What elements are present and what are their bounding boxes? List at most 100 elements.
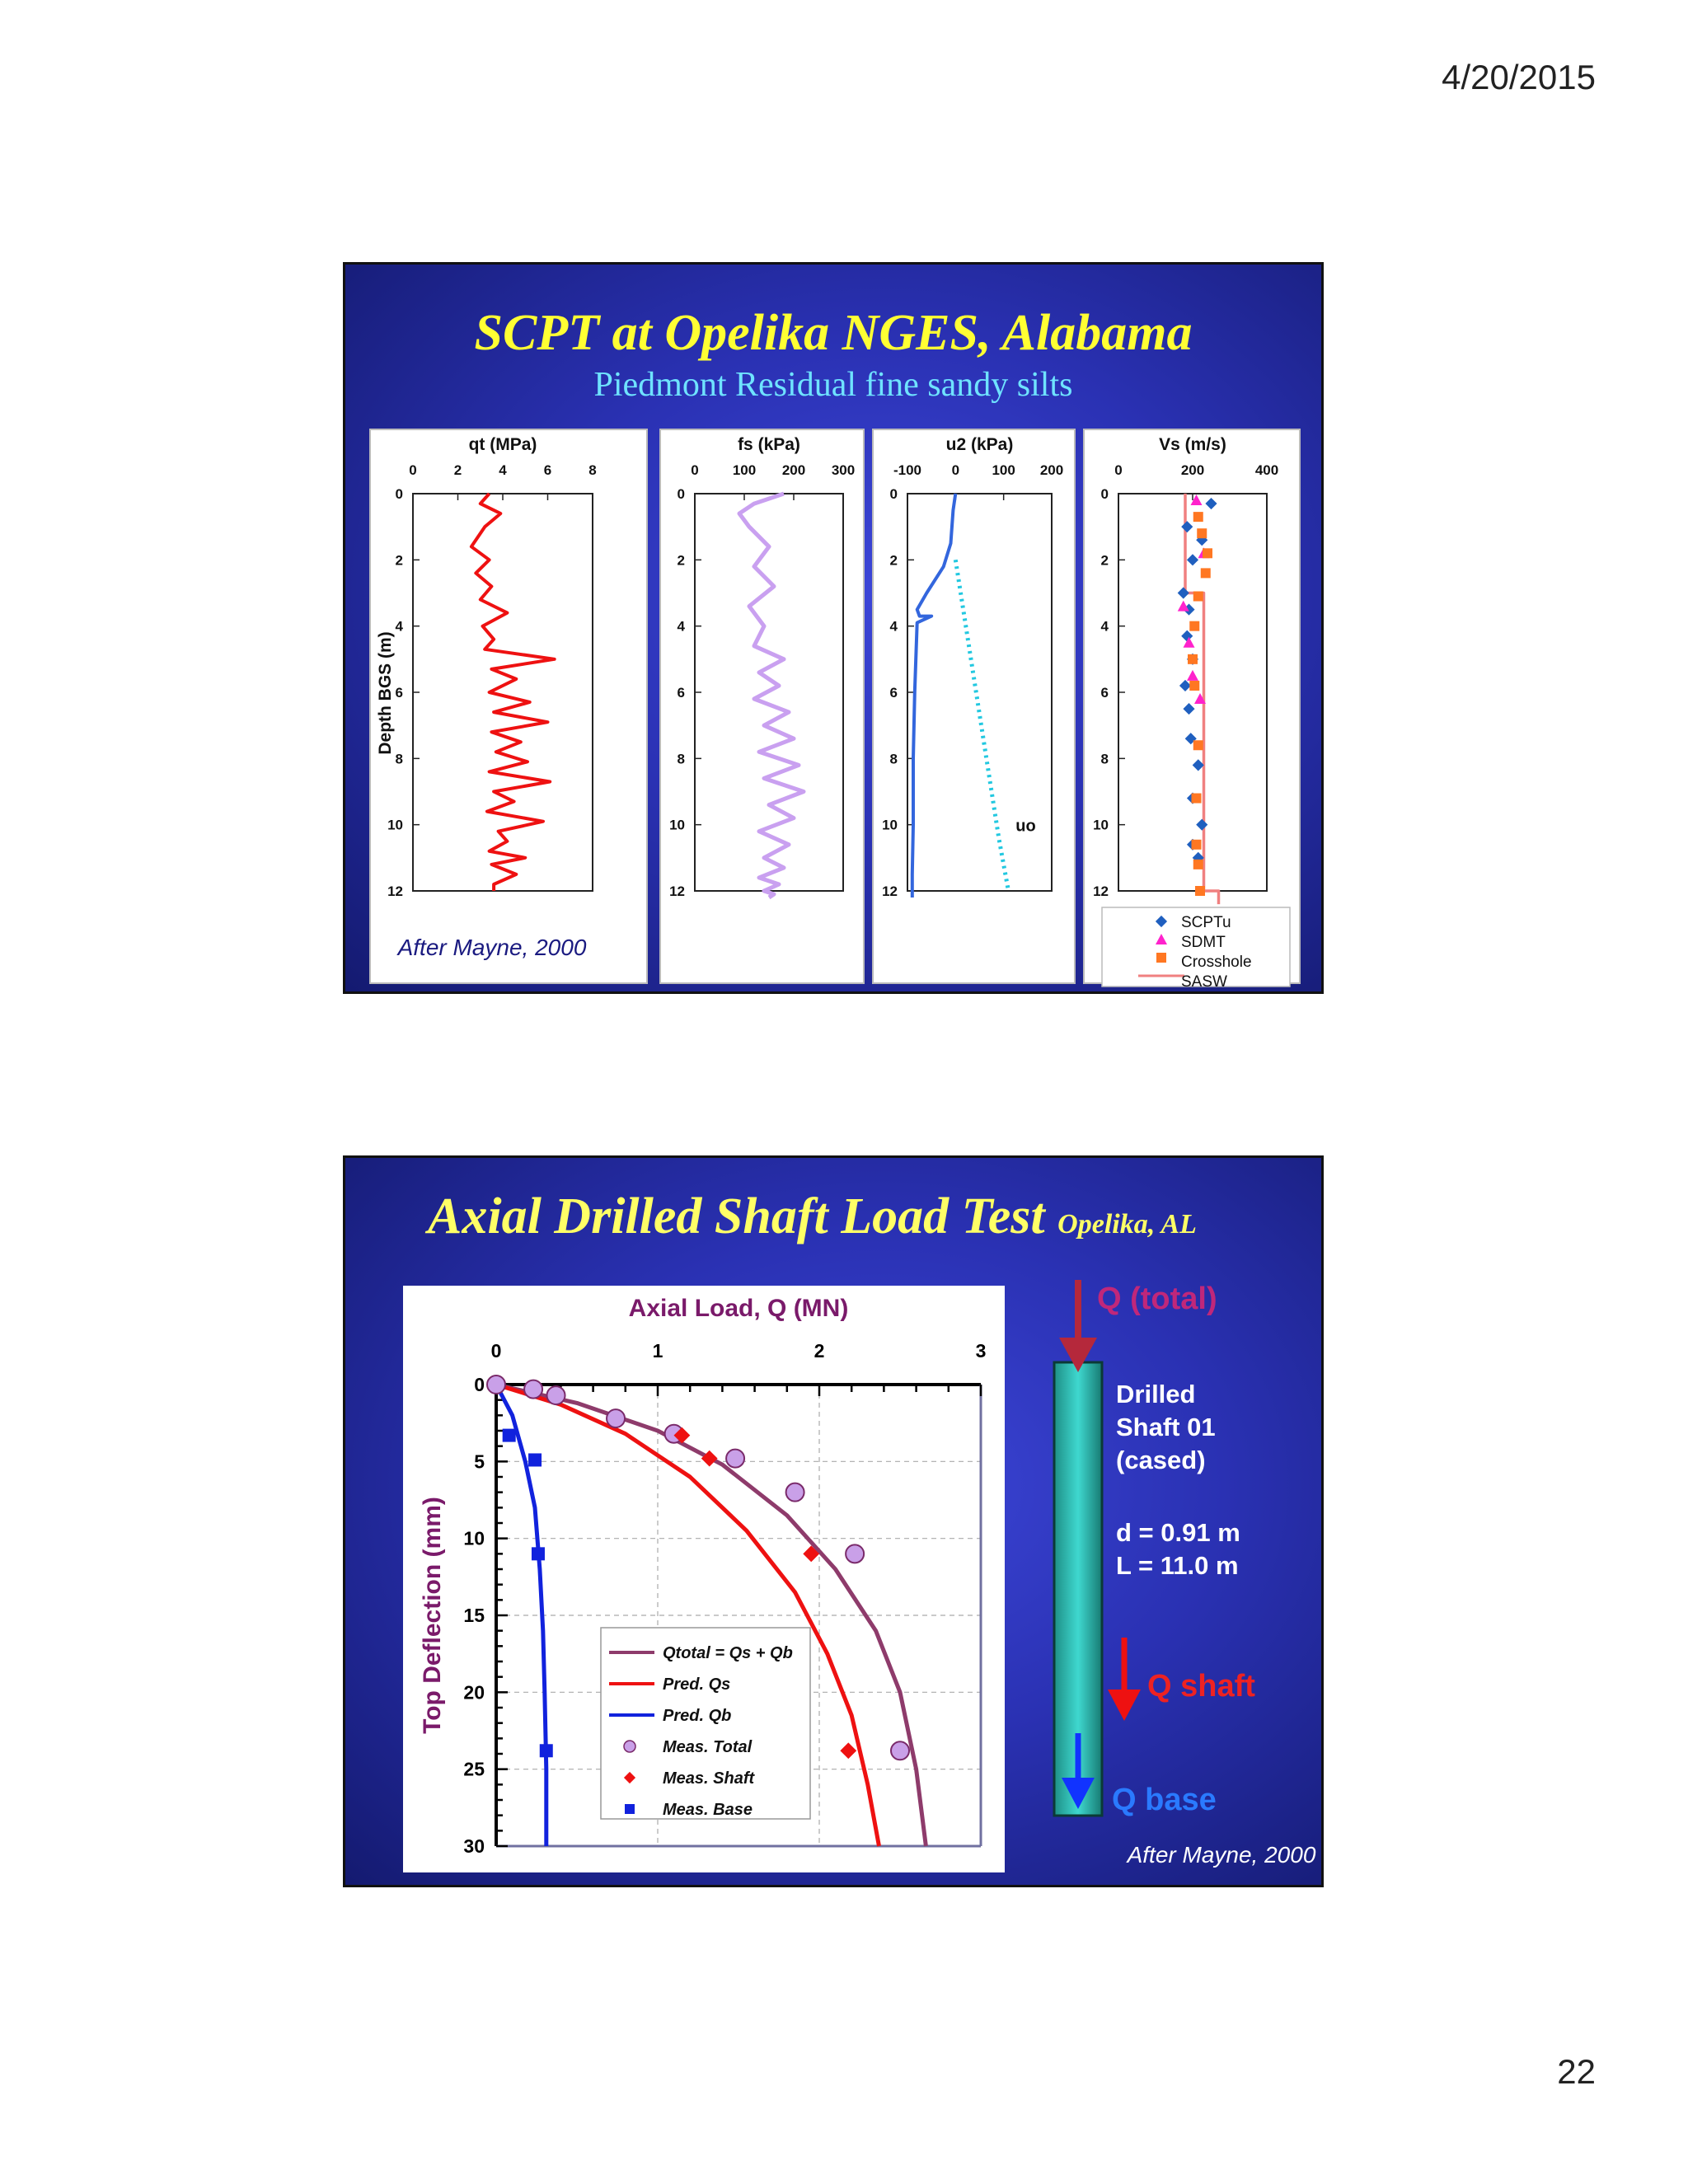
meas-total-point — [890, 1741, 910, 1761]
pred-qs-line — [495, 1382, 881, 1847]
shaft-dimension-line: L = 11.0 m — [1116, 1551, 1239, 1580]
depth-tick-label: 4 — [678, 619, 686, 635]
scptu-point — [1183, 703, 1195, 715]
x-tick-label: 0 — [952, 462, 959, 478]
legend-total-symbol — [623, 1740, 636, 1753]
x-tick-label: 200 — [1040, 462, 1063, 478]
meas-total-point — [725, 1448, 746, 1469]
meas-total-point — [546, 1385, 566, 1406]
scptu-point — [1181, 521, 1193, 533]
scptu-point — [1205, 497, 1217, 510]
load-legend-label: Pred. Qb — [663, 1707, 731, 1725]
meas-total-point — [845, 1544, 865, 1564]
crosshole-point — [1193, 740, 1203, 751]
x-tick-label: 2 — [814, 1340, 825, 1361]
depth-tick-label: 12 — [1093, 883, 1109, 899]
legend-base-symbol — [625, 1804, 635, 1814]
crosshole-point — [1191, 839, 1202, 850]
x-tick-label: 1 — [653, 1340, 663, 1361]
qt-profile-line — [469, 492, 556, 891]
depth-axis-label: Depth BGS (m) — [376, 631, 395, 754]
depth-tick-label: 12 — [387, 883, 403, 899]
depth-tick-label: 0 — [1101, 486, 1109, 502]
depth-tick-label: 6 — [396, 685, 403, 701]
x-tick-label: 200 — [1181, 462, 1204, 478]
crosshole-point — [1188, 654, 1198, 664]
panel-background-3 — [872, 429, 1076, 984]
y-tick-label: 30 — [463, 1835, 485, 1857]
sdmt-point — [1177, 600, 1189, 612]
load-legend-label: Qtotal = Qs + Qb — [663, 1644, 793, 1662]
x-tick-label: 300 — [832, 462, 855, 478]
slide-axial-load-test: Axial Drilled Shaft Load Test Opelika, A… — [343, 1155, 1324, 1887]
depth-tick-label: 6 — [1101, 685, 1109, 701]
depth-tick-label: 6 — [678, 685, 685, 701]
uo-annotation: uo — [1015, 818, 1035, 836]
meas-base-point — [528, 1453, 542, 1467]
slide2-title: Axial Drilled Shaft Load Test Opelika, A… — [428, 1188, 1197, 1246]
crosshole-point — [1193, 859, 1203, 869]
pred-qb-line — [494, 1383, 549, 1846]
q-total-arrowhead — [1059, 1338, 1097, 1372]
sdmt-point — [1187, 669, 1198, 681]
depth-tick-label: 2 — [1101, 552, 1109, 568]
load-legend-box — [600, 1627, 811, 1820]
depth-tick-label: 0 — [890, 486, 898, 502]
x-tick-label: 100 — [992, 462, 1015, 478]
vs-legend-label: SCPTu — [1181, 914, 1231, 931]
y-tick-label: 25 — [463, 1759, 485, 1780]
depth-tick-label: 8 — [890, 751, 898, 766]
depth-tick-label: 8 — [396, 751, 403, 766]
q-base-arrowhead — [1062, 1778, 1095, 1809]
x-axis-title: Axial Load, Q (MN) — [629, 1295, 849, 1322]
scptu-point — [1192, 759, 1204, 771]
x-tick-label: 2 — [454, 462, 462, 478]
crosshole-point — [1193, 512, 1203, 523]
meas-base-point — [531, 1547, 545, 1561]
shaft-label-line: Drilled — [1116, 1380, 1195, 1408]
slide1-credit: After Mayne, 2000 — [396, 935, 587, 960]
x-tick-label: 4 — [499, 462, 507, 478]
x-tick-label: 3 — [976, 1340, 987, 1361]
load-legend-label: Meas. Total — [663, 1738, 753, 1756]
sdmt-point — [1183, 636, 1195, 648]
slide1-title: SCPT at Opelika NGES, Alabama — [474, 305, 1193, 361]
depth-tick-label: 8 — [1101, 751, 1109, 766]
meas-shaft-point — [840, 1742, 857, 1760]
panel-title-4: Vs (m/s) — [1159, 435, 1226, 454]
depth-tick-label: 2 — [678, 552, 685, 568]
meas-total-point — [785, 1482, 805, 1502]
vs-legend-box — [1101, 907, 1291, 987]
meas-total-point — [486, 1375, 506, 1394]
slide2-title-main: Axial Drilled Shaft Load Test — [428, 1188, 1045, 1244]
meas-total-point — [523, 1379, 544, 1399]
y-tick-label: 15 — [463, 1605, 485, 1626]
depth-tick-label: 10 — [1093, 818, 1109, 833]
crosshole-point — [1193, 591, 1203, 602]
scptu-point — [1179, 679, 1192, 692]
depth-tick-label: 0 — [678, 486, 685, 502]
sdmt-point — [1194, 693, 1206, 705]
depth-tick-label: 4 — [1101, 619, 1109, 635]
x-tick-label: -100 — [893, 462, 921, 478]
crosshole-point — [1200, 568, 1211, 579]
depth-tick-label: 10 — [387, 818, 403, 833]
legend-sdmt-symbol — [1156, 934, 1167, 944]
y-axis-title: Top Deflection (mm) — [419, 1497, 446, 1734]
x-tick-label: 400 — [1255, 462, 1278, 478]
panel-background-2 — [659, 429, 865, 984]
q-total-label: Q (total) — [1097, 1282, 1217, 1316]
depth-tick-label: 10 — [669, 818, 685, 833]
load-legend-label: Meas. Shaft — [663, 1769, 755, 1788]
meas-base-point — [502, 1428, 516, 1442]
x-tick-label: 0 — [491, 1340, 502, 1361]
y-tick-label: 0 — [474, 1374, 485, 1395]
depth-tick-label: 10 — [882, 818, 898, 833]
panel-background-1 — [369, 429, 648, 984]
x-tick-label: 0 — [409, 462, 416, 478]
scptu-point — [1186, 554, 1199, 566]
panel-title-1: qt (MPa) — [469, 435, 537, 454]
u2-profile-line — [910, 493, 958, 898]
sasw-line — [1184, 494, 1221, 905]
